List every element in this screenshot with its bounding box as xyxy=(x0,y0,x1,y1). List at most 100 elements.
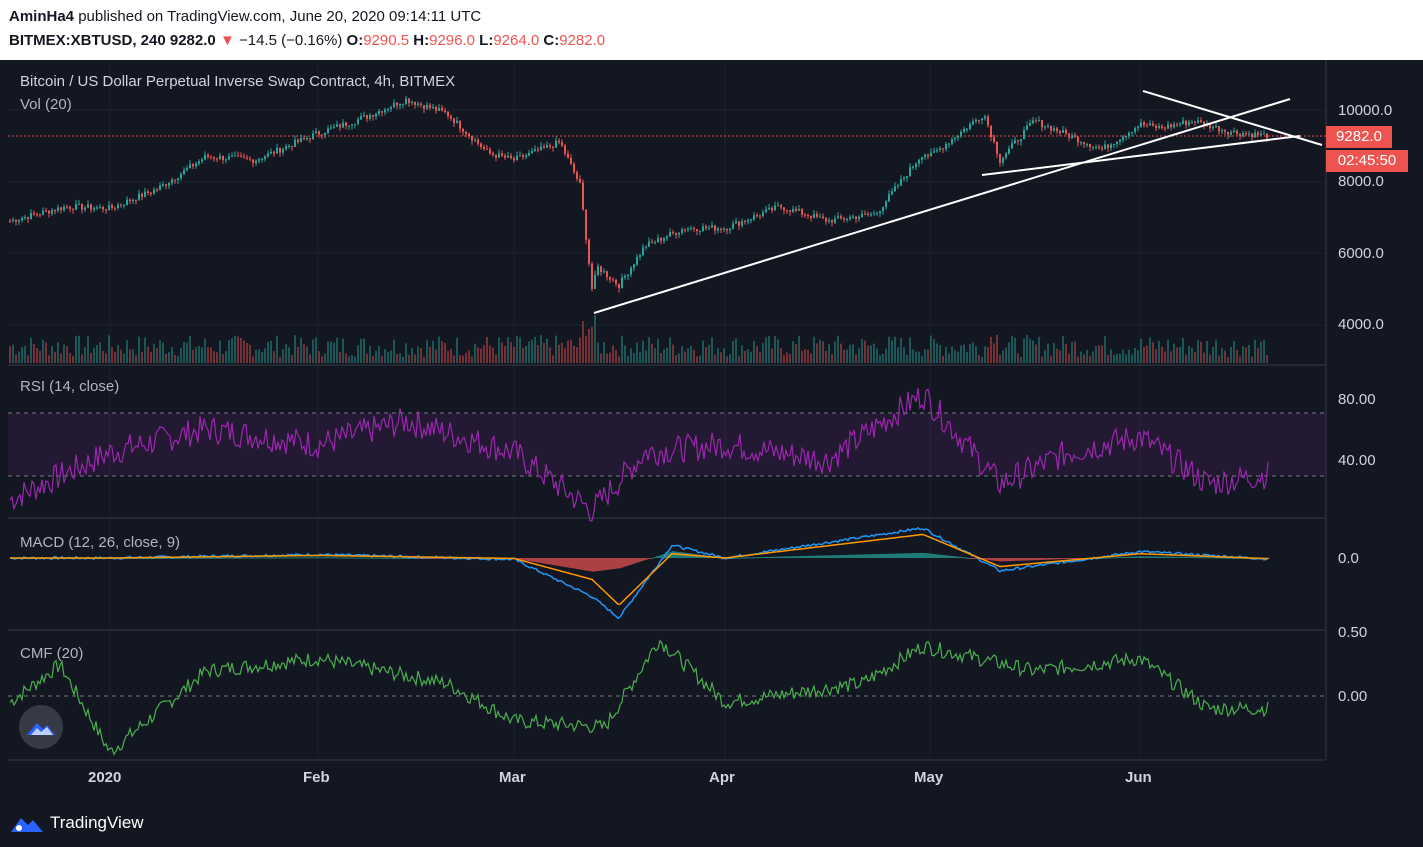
macd-histogram-bar xyxy=(1130,556,1132,558)
volume-bar xyxy=(642,340,644,363)
footer-logo[interactable]: TradingView xyxy=(10,812,144,834)
candle-body xyxy=(1260,133,1262,136)
macd-histogram-bar xyxy=(524,558,526,561)
candle-body xyxy=(330,127,332,129)
volume-bar xyxy=(1182,337,1184,363)
candle-body xyxy=(741,221,743,226)
macd-histogram-bar xyxy=(1022,558,1024,561)
macd-histogram-bar xyxy=(416,558,418,559)
macd-histogram-bar xyxy=(860,554,862,558)
candle-body xyxy=(252,159,254,163)
volume-bar xyxy=(1209,354,1211,363)
volume-bar xyxy=(69,353,71,363)
volume-bar xyxy=(765,337,767,363)
candle-body xyxy=(600,266,602,273)
volume-bar xyxy=(984,346,986,363)
macd-histogram-bar xyxy=(622,558,624,568)
macd-histogram-bar xyxy=(770,556,772,558)
macd-histogram-bar xyxy=(950,555,952,558)
volume-bar xyxy=(27,355,29,363)
macd-histogram-bar xyxy=(646,558,648,560)
macd-histogram-bar xyxy=(552,558,554,566)
chart-title: Bitcoin / US Dollar Perpetual Inverse Sw… xyxy=(20,73,456,90)
macd-histogram-bar xyxy=(1134,556,1136,558)
macd-histogram-bar xyxy=(760,557,762,559)
macd-histogram-bar xyxy=(256,557,258,559)
volume-bar xyxy=(366,353,368,363)
candle-body xyxy=(1218,126,1220,132)
macd-histogram-bar xyxy=(922,552,924,558)
candle-body xyxy=(1137,126,1139,129)
candle-body xyxy=(966,128,968,130)
candle-body xyxy=(27,216,29,219)
macd-histogram-bar xyxy=(1170,556,1172,558)
volume-bar xyxy=(993,343,995,363)
macd-histogram-bar xyxy=(234,557,236,559)
macd-histogram-bar xyxy=(1110,557,1112,559)
macd-histogram-bar xyxy=(772,556,774,558)
volume-bar xyxy=(423,356,425,363)
macd-histogram-bar xyxy=(988,558,990,561)
volume-bar xyxy=(822,341,824,363)
volume-bar xyxy=(492,347,494,363)
macd-histogram-bar xyxy=(434,558,436,559)
candle-body xyxy=(153,189,155,194)
macd-histogram-bar xyxy=(1216,557,1218,559)
candle-body xyxy=(1035,120,1037,122)
volume-bar xyxy=(1092,351,1094,363)
candle-body xyxy=(1041,120,1043,128)
macd-histogram-bar xyxy=(666,553,668,558)
volume-bar xyxy=(135,355,137,363)
volume-bar xyxy=(1113,355,1115,363)
volume-bar xyxy=(786,352,788,363)
candle-body xyxy=(375,113,377,117)
candle-body xyxy=(387,108,389,110)
candle-body xyxy=(321,134,323,136)
macd-histogram-bar xyxy=(822,555,824,558)
macd-histogram-bar xyxy=(912,553,914,558)
volume-bar xyxy=(1266,355,1268,363)
publisher-name[interactable]: AminHa4 xyxy=(9,8,75,25)
macd-histogram-bar xyxy=(1008,558,1010,562)
symbol-label[interactable]: BITMEX:XBTUSD, 240 xyxy=(9,32,166,49)
volume-bar xyxy=(396,353,398,363)
tradingview-float-logo[interactable] xyxy=(19,705,63,749)
volume-bar xyxy=(834,341,836,363)
candle-body xyxy=(165,184,167,186)
volume-bar xyxy=(588,328,590,363)
candle-body xyxy=(390,107,392,109)
macd-histogram-bar xyxy=(744,557,746,559)
volume-bar xyxy=(1089,355,1091,363)
macd-histogram-bar xyxy=(306,557,308,559)
macd-histogram-bar xyxy=(1072,558,1074,559)
volume-bar xyxy=(807,349,809,363)
candle-body xyxy=(465,131,467,134)
volume-bar xyxy=(870,345,872,363)
candle-body xyxy=(279,147,281,153)
candle-body xyxy=(969,124,971,129)
volume-bar xyxy=(1086,349,1088,363)
volume-bar xyxy=(654,348,656,363)
candle-body xyxy=(1095,146,1097,148)
volume-bar xyxy=(105,353,107,363)
macd-histogram-bar xyxy=(268,557,270,559)
macd-histogram-bar xyxy=(396,557,398,559)
macd-histogram-bar xyxy=(360,557,362,559)
volume-bar xyxy=(78,335,80,363)
macd-histogram-bar xyxy=(1208,557,1210,559)
candle-body xyxy=(1119,139,1121,142)
volume-bar xyxy=(948,353,950,363)
volume-bar xyxy=(702,340,704,363)
macd-histogram-bar xyxy=(802,556,804,558)
volume-bar xyxy=(672,344,674,363)
candle-body xyxy=(291,145,293,147)
macd-signal-line xyxy=(10,533,1269,605)
volume-bar xyxy=(393,339,395,363)
volume-bar xyxy=(33,344,35,363)
candle-body xyxy=(381,111,383,113)
candle-body xyxy=(1185,120,1187,125)
volume-bar xyxy=(723,348,725,363)
volume-bar xyxy=(12,344,14,363)
macd-histogram-bar xyxy=(648,558,650,559)
